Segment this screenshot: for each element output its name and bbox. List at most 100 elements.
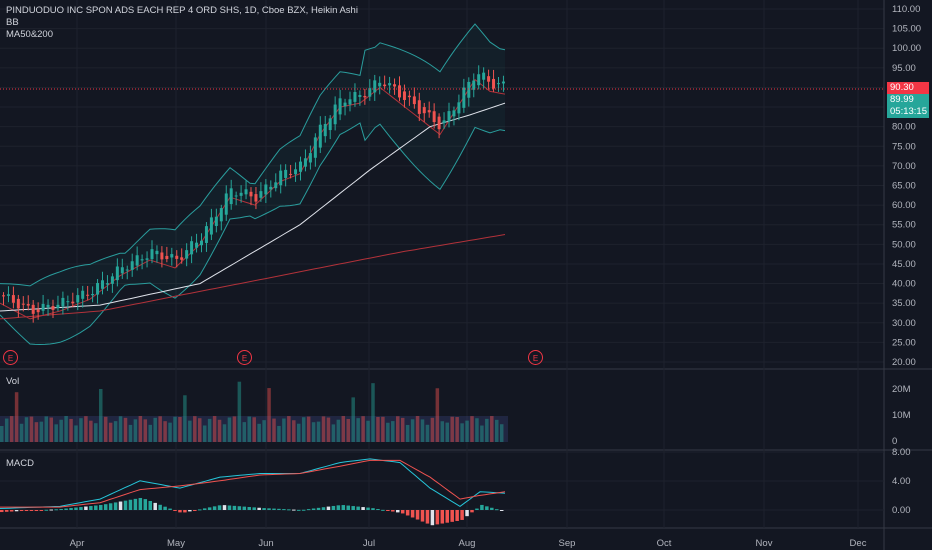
volume-bar xyxy=(262,420,266,442)
macd-histogram-bar xyxy=(94,505,98,510)
volume-bar xyxy=(405,424,410,442)
candle-body xyxy=(442,120,446,123)
earnings-marker-2[interactable]: E xyxy=(237,350,252,365)
time-tick-label: Oct xyxy=(657,538,672,549)
volume-legend[interactable]: Vol xyxy=(6,376,20,387)
volume-bar xyxy=(460,423,464,442)
macd-histogram-bar xyxy=(188,510,192,512)
macd-histogram-bar xyxy=(376,509,380,511)
price-axis[interactable]: 110.00105.00100.0095.0090.0085.0080.0075… xyxy=(892,4,921,516)
time-tick-label: Apr xyxy=(70,538,85,549)
candle-body xyxy=(185,250,189,259)
earnings-marker-3[interactable]: E xyxy=(528,350,543,365)
volume-bar xyxy=(4,418,9,442)
candle-body xyxy=(160,252,164,260)
volume-bar xyxy=(163,421,167,442)
price-candles[interactable] xyxy=(2,65,505,323)
time-axis[interactable]: Apr May Jun Jul Aug Sep Oct Nov Dec xyxy=(70,538,867,549)
candle-body xyxy=(91,293,95,296)
macd-histogram-bar xyxy=(371,508,375,510)
volume-bar xyxy=(321,416,326,442)
macd-histogram-bar xyxy=(113,502,118,510)
volume-bar xyxy=(376,416,380,442)
candle-body xyxy=(482,72,486,80)
macd-line xyxy=(0,458,506,509)
earnings-marker-1[interactable]: E xyxy=(3,350,18,365)
symbol-legend[interactable]: PINDUODUO INC SPON ADS EACH REP 4 ORD SH… xyxy=(6,5,358,16)
price-tick-label: 20.00 xyxy=(892,357,916,368)
volume-bar xyxy=(282,418,286,442)
candle-body xyxy=(150,249,154,260)
ma-value-tag: 89.99 xyxy=(887,94,929,106)
macd-histogram-bar xyxy=(133,498,138,510)
volume-bar xyxy=(311,422,316,442)
candle-body xyxy=(11,295,15,303)
volume-bar xyxy=(381,416,385,442)
macd-histogram-bar xyxy=(148,500,152,510)
macd-histogram-bar xyxy=(178,510,182,513)
macd-legend[interactable]: MACD xyxy=(6,458,34,469)
candle-body xyxy=(204,226,208,243)
candle-body xyxy=(125,269,129,271)
macd-histogram-bar xyxy=(14,510,19,512)
macd-histogram-bar xyxy=(272,508,276,510)
volume-bar xyxy=(79,418,83,442)
volume-bar xyxy=(202,425,207,442)
macd-histogram-bar xyxy=(292,509,296,511)
macd-histogram-bar xyxy=(158,504,162,510)
ma-legend[interactable]: MA50&200 xyxy=(6,29,54,40)
volume-bar xyxy=(356,418,360,442)
candle-body xyxy=(6,294,10,296)
volume-bar xyxy=(272,418,276,442)
macd-histogram-bar xyxy=(4,510,9,512)
time-tick-label: Sep xyxy=(559,538,576,549)
volume-bar xyxy=(425,424,430,442)
macd-histogram-bar xyxy=(173,510,177,511)
macd-histogram-bar xyxy=(19,510,24,512)
candle-body xyxy=(239,192,243,196)
volume-bar xyxy=(301,417,306,442)
candle-body xyxy=(254,194,258,202)
price-tick-label: 75.00 xyxy=(892,141,916,152)
candle-body xyxy=(234,195,238,197)
time-tick-label: Nov xyxy=(756,538,773,549)
price-tick-label: 65.00 xyxy=(892,181,916,192)
macd-histogram-bar xyxy=(24,510,29,511)
candle-body xyxy=(130,261,134,270)
candle-body xyxy=(229,188,233,205)
volume-bar xyxy=(193,416,197,442)
candle-body xyxy=(323,123,327,137)
candle-body xyxy=(422,107,426,114)
candle-body xyxy=(101,280,104,289)
macd-histogram-bar xyxy=(128,499,133,510)
volume-bar xyxy=(24,417,29,442)
macd-histogram-bar xyxy=(89,506,93,510)
candle-body xyxy=(76,295,80,303)
candle-body xyxy=(209,217,213,235)
macd-histogram-bar xyxy=(460,510,464,520)
candle-body xyxy=(388,83,392,86)
macd-histogram-bar xyxy=(39,510,44,511)
volume-bar xyxy=(227,417,232,442)
bb-legend[interactable]: BB xyxy=(6,17,19,28)
volume-bar xyxy=(440,421,445,442)
candle-body xyxy=(492,78,496,89)
candle-body xyxy=(452,110,456,117)
macd-histogram-bar xyxy=(262,508,266,510)
volume-bar xyxy=(326,417,331,442)
macd-histogram-bar xyxy=(79,507,83,510)
candle-body xyxy=(86,294,90,296)
countdown-tag: 05:13:15 xyxy=(887,106,929,118)
time-tick-label: Dec xyxy=(850,538,867,549)
macd-histogram-bar xyxy=(366,507,370,510)
macd-histogram-bar xyxy=(108,503,113,510)
volume-bar xyxy=(19,423,24,442)
bb-upper-band xyxy=(0,23,506,287)
candle-body xyxy=(308,153,312,163)
volume-bar xyxy=(490,416,494,442)
volume-bar xyxy=(361,416,365,442)
macd-histogram-bar xyxy=(455,510,459,522)
candle-body xyxy=(412,96,416,105)
